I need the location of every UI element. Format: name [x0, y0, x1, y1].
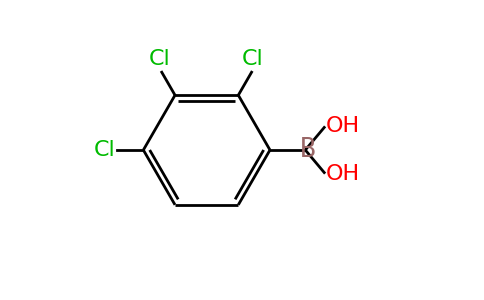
- Text: Cl: Cl: [93, 140, 115, 160]
- Text: Cl: Cl: [149, 49, 170, 69]
- Text: Cl: Cl: [242, 49, 264, 69]
- Text: OH: OH: [326, 116, 360, 136]
- Text: B: B: [300, 137, 316, 163]
- Text: OH: OH: [326, 164, 360, 184]
